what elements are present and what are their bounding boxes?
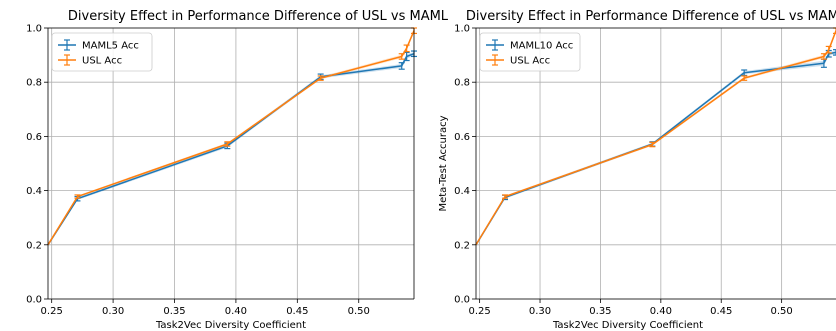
legend: MAML5 Acc USL Acc	[51, 32, 153, 72]
legend-label: USL Acc	[510, 56, 550, 67]
legend-frame	[51, 32, 153, 72]
y-axis-label: Meta-Test Accuracy	[438, 115, 449, 211]
error-bar	[649, 141, 656, 148]
x-tick-label: 0.30	[102, 306, 124, 317]
x-tick-label: 0.30	[529, 306, 551, 317]
error-bar	[74, 194, 81, 199]
error-bar	[820, 53, 827, 60]
y-tick-label: 0.2	[26, 240, 42, 251]
legend-item: MAML5 Acc	[58, 39, 139, 52]
x-tick-label: 0.35	[589, 306, 611, 317]
x-tick-label: 0.45	[286, 306, 308, 317]
y-tick-label: 1.0	[26, 24, 42, 35]
x-tick-label: 0.45	[710, 306, 732, 317]
error-bar	[833, 49, 836, 56]
legend-label: MAML5 Acc	[82, 41, 139, 52]
error-bar	[741, 75, 748, 81]
chart-panel-maml5: 0.25 0.30 0.35 0.40 0.45 0.50 0.0 0.2 0.4 0.6 0.8 1…	[26, 9, 449, 331]
error-bar	[825, 45, 832, 54]
legend: MAML10 Acc USL Acc	[479, 32, 581, 72]
y-tick-label: 0.4	[454, 186, 470, 197]
legend-item: MAML10 Acc	[486, 39, 573, 52]
legend-label: MAML10 Acc	[510, 41, 573, 52]
y-tick-label: 0.8	[26, 78, 42, 89]
y-tick-label: 0.0	[26, 295, 42, 306]
x-tick-label: 0.40	[225, 306, 247, 317]
error-bar	[403, 44, 410, 53]
y-tick-label: 0.6	[454, 132, 470, 143]
x-axis-label: Task2Vec Diversity Coefficient	[155, 320, 306, 331]
x-tick-label: 0.25	[41, 306, 63, 317]
legend-item: USL Acc	[486, 54, 550, 67]
error-bar	[398, 62, 405, 70]
y-tick-label: 0.6	[26, 132, 42, 143]
error-bar	[501, 194, 508, 199]
x-tick-label: 0.35	[163, 306, 185, 317]
x-tick-label: 0.50	[348, 306, 370, 317]
x-axis-label: Task2Vec Diversity Coefficient	[552, 320, 703, 331]
x-tick-label: 0.25	[468, 306, 490, 317]
legend-label: USL Acc	[82, 56, 122, 67]
chart-title: Diversity Effect in Performance Differen…	[68, 9, 449, 24]
error-bar	[224, 141, 231, 147]
error-bar	[317, 75, 324, 81]
legend-frame	[479, 32, 581, 72]
error-bar	[398, 53, 405, 60]
legend-item: USL Acc	[58, 54, 122, 67]
y-tick-label: 0.8	[454, 78, 470, 89]
y-tick-label: 0.2	[454, 240, 470, 251]
y-tick-label: 0.4	[26, 186, 42, 197]
x-tick-label: 0.40	[650, 306, 672, 317]
chart-title: Diversity Effect in Performance Differen…	[466, 9, 836, 24]
y-tick-label: 1.0	[454, 24, 470, 35]
y-tick-label: 0.0	[454, 295, 470, 306]
chart-panel-maml10: 0.25 0.30 0.35 0.40 0.45 0.50 0.0 0.2 0.4 0.6 0.8 1…	[438, 9, 836, 331]
x-tick-label: 0.50	[771, 306, 793, 317]
